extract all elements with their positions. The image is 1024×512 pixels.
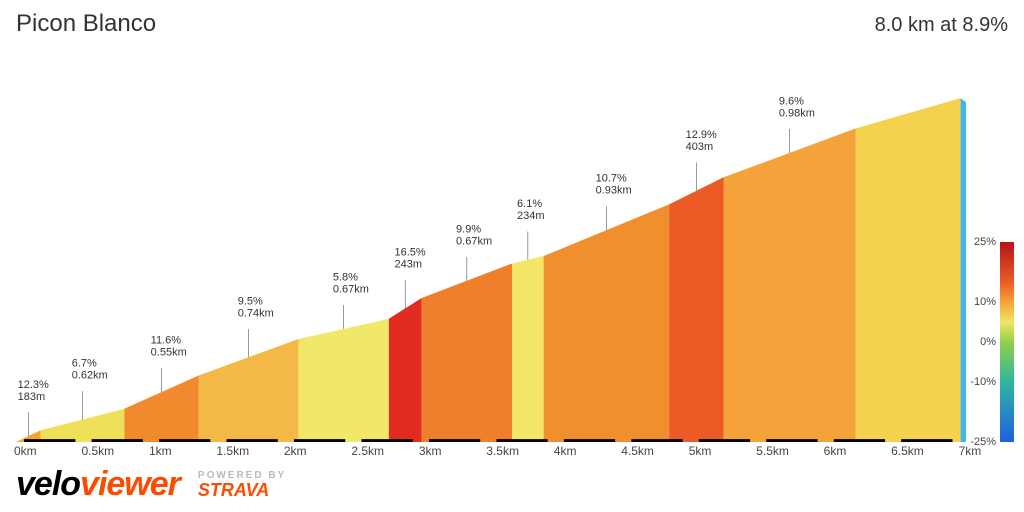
x-tick-label: 0km [14,444,37,458]
gradient-legend-labels: 25%10%0%-10%-25% [966,242,996,442]
logo-text-1: velo [16,465,80,503]
x-tick-label: 2.5km [351,444,384,458]
logo-text-2: viewer [80,465,180,503]
x-tick-label: 5.5km [756,444,789,458]
legend-tick: 25% [974,236,996,248]
header: Picon Blanco 8.0 km at 8.9% [16,10,1008,38]
x-tick-label: 0.5km [81,444,114,458]
x-tick-label: 3km [419,444,442,458]
x-tick-label: 5km [689,444,712,458]
segment [512,256,544,442]
footer: veloviewer POWERED BY STRAVA [16,465,286,504]
strava-logo: STRAVA [198,481,286,499]
legend-tick: 10% [974,296,996,308]
x-tick-label: 1km [149,444,172,458]
legend-tick: 0% [980,336,996,348]
x-tick-label: 3.5km [486,444,519,458]
climb-title: Picon Blanco [16,10,156,38]
elevation-profile-chart: 12.3%183m6.7%0.62km11.6%0.55km9.5%0.74km… [16,80,966,442]
segment-label: 9.6%0.98km [779,95,900,119]
powered-label: POWERED BY [198,471,286,481]
x-tick-label: 6.5km [891,444,924,458]
x-tick-label: 2km [284,444,307,458]
climb-summary: 8.0 km at 8.9% [875,14,1008,37]
x-tick-label: 4.5km [621,444,654,458]
x-tick-label: 6km [824,444,847,458]
segment [856,98,961,442]
legend-tick: -25% [970,436,996,448]
legend-tick: -10% [970,376,996,388]
x-tick-label: 4km [554,444,577,458]
x-axis: 0km 0.5km 1km 1.5km 2km 2.5km 3km 3.5km 4km 4.5km… [16,444,966,462]
powered-by: POWERED BY STRAVA [198,471,286,499]
gradient-legend [1000,242,1014,442]
veloviewer-logo: veloviewer [16,465,180,504]
x-tick-label: 1.5km [216,444,249,458]
